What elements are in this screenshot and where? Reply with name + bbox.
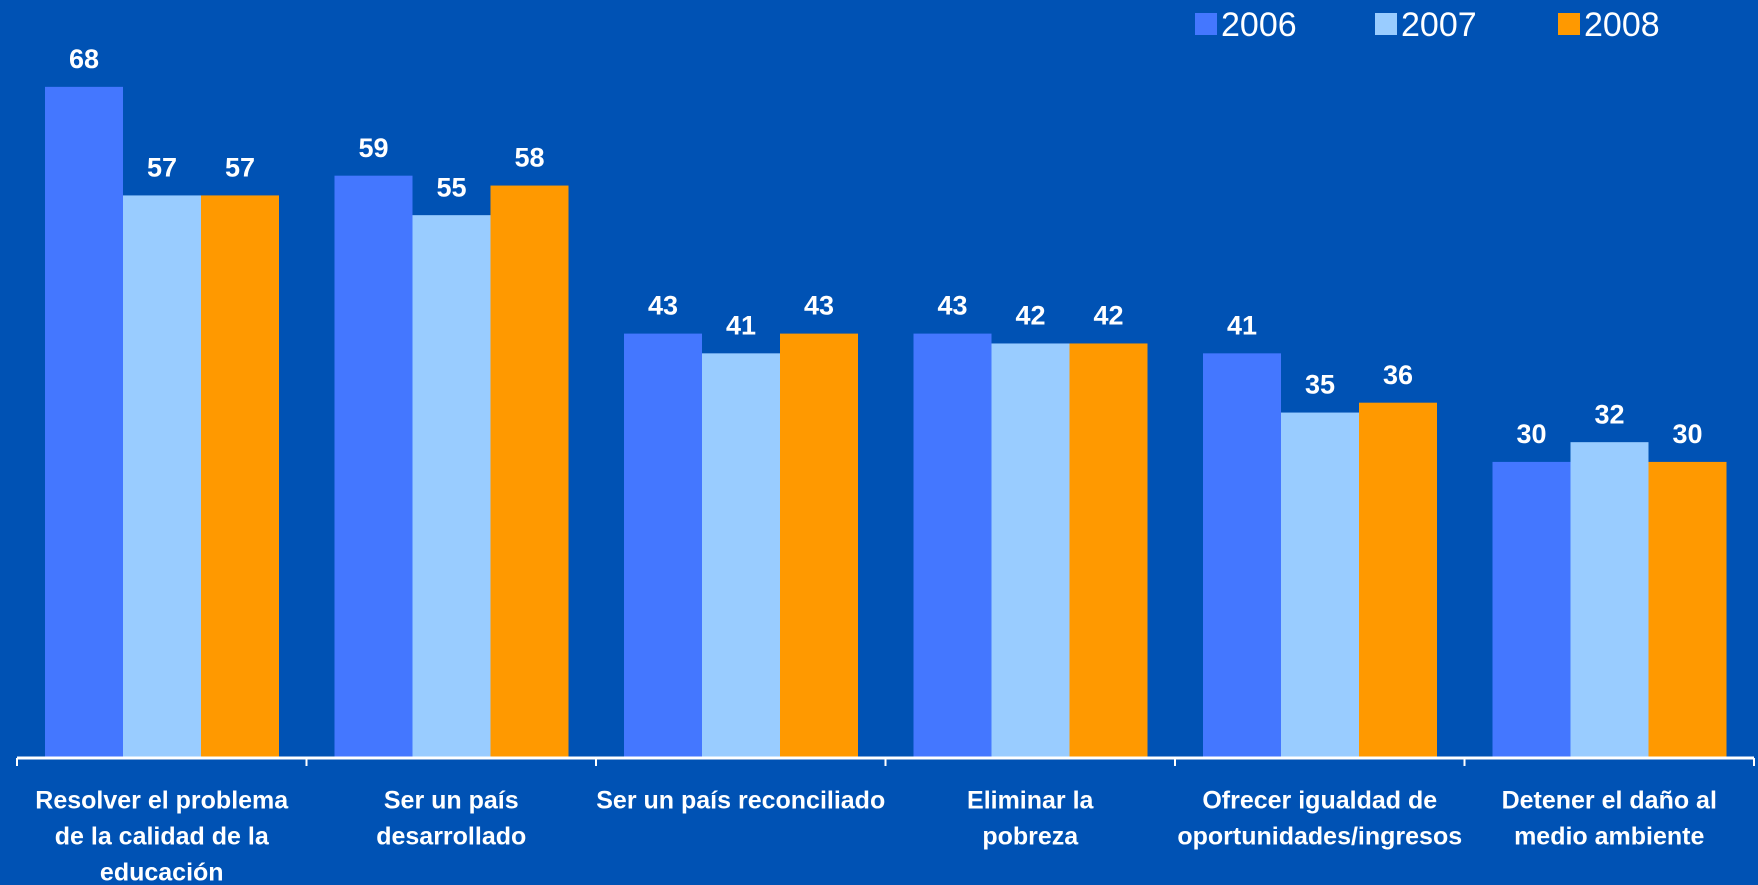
- x-tick-label: Ser un país reconciliado: [596, 787, 885, 815]
- value-label: 42: [1015, 301, 1045, 331]
- value-label: 68: [69, 44, 99, 74]
- bar: [334, 175, 413, 758]
- bar: [1281, 412, 1359, 758]
- bar: [702, 353, 780, 758]
- bar: [123, 195, 201, 758]
- value-label: 58: [514, 143, 544, 173]
- x-tick-label: oportunidades/ingresos: [1177, 823, 1462, 851]
- value-label: 59: [358, 133, 388, 163]
- value-label: 43: [648, 291, 678, 321]
- x-tick-label: medio ambiente: [1514, 823, 1704, 851]
- value-label: 35: [1305, 370, 1335, 400]
- x-tick-label: Ser un país: [384, 787, 519, 815]
- bar: [490, 185, 569, 759]
- bar: [624, 333, 702, 758]
- legend-swatch: [1195, 13, 1217, 35]
- value-label: 43: [804, 291, 834, 321]
- bar: [1203, 353, 1281, 758]
- x-tick-label: Ofrecer igualdad de: [1202, 787, 1437, 815]
- value-label: 43: [937, 291, 967, 321]
- value-label: 57: [225, 153, 255, 183]
- bar: [780, 333, 858, 758]
- bar: [1570, 442, 1649, 758]
- value-label: 41: [726, 310, 756, 340]
- x-tick-label: Eliminar la: [967, 787, 1095, 815]
- x-tick-label: Resolver el problema: [35, 787, 289, 815]
- value-label: 55: [436, 172, 466, 202]
- bar: [991, 343, 1070, 758]
- value-label: 30: [1516, 419, 1546, 449]
- x-tick-label: Detener el daño al: [1502, 787, 1717, 815]
- legend-label: 2008: [1584, 6, 1660, 44]
- value-label: 41: [1227, 310, 1257, 340]
- legend-swatch: [1558, 13, 1580, 35]
- legend-label: 2006: [1221, 6, 1297, 44]
- bar: [1648, 461, 1727, 758]
- x-tick-label: de la calidad de la: [55, 823, 270, 851]
- value-label: 36: [1383, 360, 1413, 390]
- x-tick-label: pobreza: [982, 823, 1079, 851]
- value-label: 57: [147, 153, 177, 183]
- x-tick-label: educación: [100, 859, 224, 885]
- value-label: 42: [1093, 301, 1123, 331]
- bar: [45, 86, 123, 758]
- value-label: 32: [1594, 399, 1624, 429]
- value-label: 30: [1672, 419, 1702, 449]
- legend-label: 2007: [1401, 6, 1477, 44]
- bar: [1492, 461, 1571, 758]
- bar: [412, 215, 491, 759]
- legend-swatch: [1375, 13, 1397, 35]
- x-tick-label: desarrollado: [376, 823, 526, 851]
- bar: [1359, 402, 1437, 758]
- bar: [201, 195, 279, 758]
- bar: [913, 333, 992, 758]
- bar: [1069, 343, 1148, 758]
